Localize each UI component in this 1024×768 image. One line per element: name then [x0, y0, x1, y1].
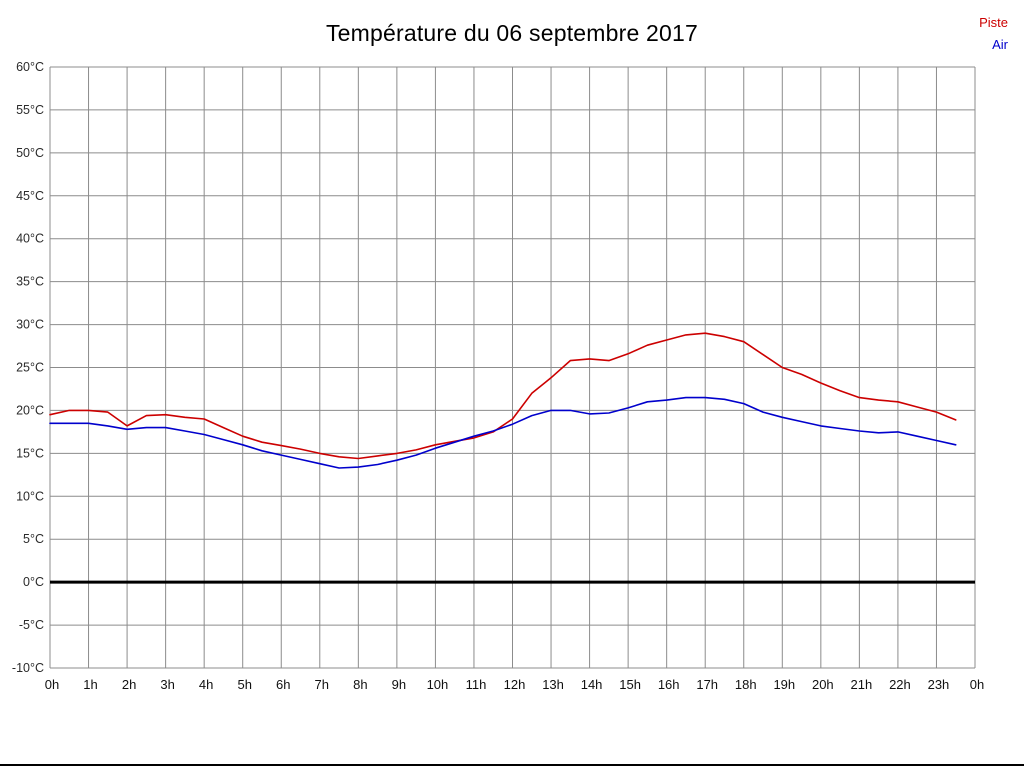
y-tick-label: 25°C [16, 361, 44, 375]
x-tick-label: 7h [315, 677, 329, 692]
series-line-piste [49, 332, 957, 460]
x-tick-label: 19h [773, 677, 795, 692]
x-tick-label: 21h [851, 677, 873, 692]
y-tick-label: 0°C [23, 575, 44, 589]
x-tick-label: 2h [122, 677, 136, 692]
y-tick-label: 20°C [16, 403, 44, 417]
y-tick-label: 30°C [16, 318, 44, 332]
y-tick-label: 35°C [16, 275, 44, 289]
legend-item-piste: Piste [979, 15, 1008, 30]
x-tick-label: 8h [353, 677, 367, 692]
y-tick-label: -5°C [19, 618, 44, 632]
x-tick-label: 22h [889, 677, 911, 692]
x-tick-label: 10h [427, 677, 449, 692]
y-tick-label: 60°C [16, 60, 44, 74]
legend-item-air: Air [992, 37, 1008, 52]
series-line-air [49, 396, 957, 469]
x-tick-label: 1h [83, 677, 97, 692]
x-tick-label: 13h [542, 677, 564, 692]
x-tick-label: 5h [237, 677, 251, 692]
y-tick-label: 45°C [16, 189, 44, 203]
x-tick-label: 0h [970, 677, 984, 692]
bottom-border-line [0, 764, 1024, 766]
x-tick-label: 17h [696, 677, 718, 692]
x-tick-label: 14h [581, 677, 603, 692]
x-tick-label: 15h [619, 677, 641, 692]
x-tick-label: 9h [392, 677, 406, 692]
x-tick-label: 11h [466, 677, 487, 692]
chart-title: Température du 06 septembre 2017 [325, 20, 699, 46]
x-tick-label: 6h [276, 677, 290, 692]
x-tick-label: 0h [45, 677, 59, 692]
x-tick-label: 20h [812, 677, 834, 692]
chart-legend: Piste Air [979, 12, 1008, 56]
y-tick-label: 55°C [16, 103, 44, 117]
y-tick-label: -10°C [12, 661, 44, 675]
y-tick-label: 15°C [16, 446, 44, 460]
y-tick-label: 5°C [23, 532, 44, 546]
y-tick-label: 40°C [16, 232, 44, 246]
x-tick-label: 16h [658, 677, 680, 692]
x-tick-label: 12h [504, 677, 526, 692]
x-tick-label: 4h [199, 677, 213, 692]
x-tick-label: 3h [160, 677, 174, 692]
y-tick-label: 10°C [16, 489, 44, 503]
x-tick-label: 23h [928, 677, 950, 692]
x-tick-label: 18h [735, 677, 757, 692]
y-tick-label: 50°C [16, 146, 44, 160]
